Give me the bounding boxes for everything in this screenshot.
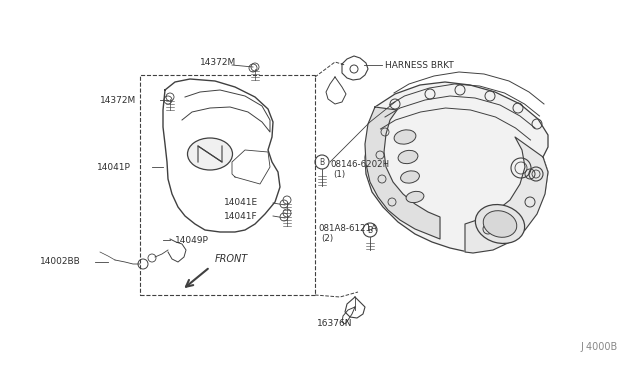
Text: HARNESS BRKT: HARNESS BRKT (385, 61, 454, 70)
Text: J 4000B: J 4000B (580, 342, 617, 352)
Ellipse shape (401, 171, 419, 183)
Ellipse shape (483, 211, 516, 237)
Text: 14372M: 14372M (200, 58, 236, 67)
Text: 14041E: 14041E (224, 198, 258, 206)
Text: (1): (1) (333, 170, 345, 179)
Ellipse shape (394, 130, 416, 144)
Text: B: B (319, 157, 324, 167)
Text: 16376N: 16376N (317, 320, 353, 328)
Bar (140, 75, 315, 295)
Text: FRONT: FRONT (215, 254, 248, 264)
Text: 08146-6202H: 08146-6202H (330, 160, 389, 169)
Text: 14372M: 14372M (100, 96, 136, 105)
Ellipse shape (406, 191, 424, 203)
Text: 14002BB: 14002BB (40, 257, 81, 266)
Ellipse shape (188, 138, 232, 170)
Text: 14041F: 14041F (224, 212, 258, 221)
Text: 081A8-6121A: 081A8-6121A (318, 224, 377, 232)
Ellipse shape (476, 205, 525, 243)
Text: 14041P: 14041P (97, 163, 131, 171)
Polygon shape (365, 107, 440, 239)
Polygon shape (465, 137, 548, 253)
Ellipse shape (398, 150, 418, 164)
Text: B: B (367, 225, 372, 234)
Text: 14049P: 14049P (175, 235, 209, 244)
Polygon shape (365, 82, 548, 252)
Text: (2): (2) (321, 234, 333, 243)
